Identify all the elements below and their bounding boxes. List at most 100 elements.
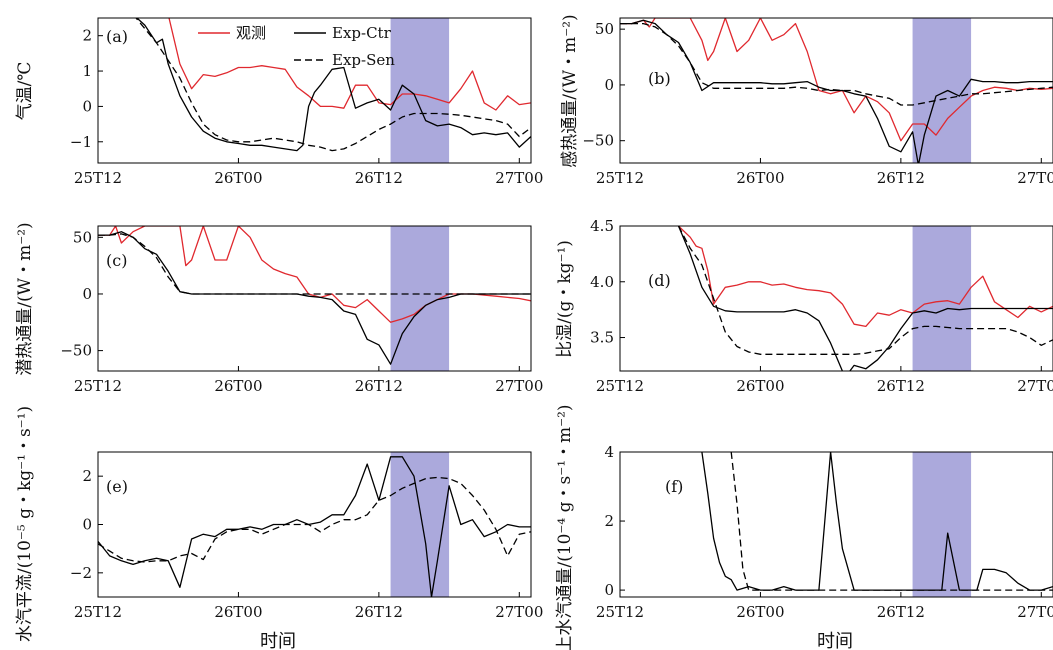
panel-c-xtick-label: 27T00 xyxy=(495,377,543,395)
panel-f-ytick-label: 2 xyxy=(604,512,614,530)
panel-a: 25T12 26T00 26T12 27T00 −1 0 1 2 (a) 气温/℃ 观测 Ex… xyxy=(15,17,543,187)
panel-b-label: (b) xyxy=(648,69,671,88)
panel-a-series-sen xyxy=(135,18,531,152)
panel-f-label: (f) xyxy=(665,477,683,496)
panel-a-frame xyxy=(97,17,532,164)
panel-a-series-ctr xyxy=(135,18,531,152)
panel-c-xtick-label: 26T00 xyxy=(214,377,262,395)
panel-e: 25T12 26T00 26T12 27T00 −2 0 2 (e) 水汽平流/(10⁻⁵ … xyxy=(15,406,543,650)
panel-e-ylabel: 水汽平流/(10⁻⁵ g・kg⁻¹・s⁻¹) xyxy=(15,406,35,642)
panel-c: 25T12 26T00 26T12 27T00 −50 0 50 (c) 潜热通量/(W・m… xyxy=(15,222,543,395)
panel-b-ytick-label: 50 xyxy=(595,20,614,38)
panel-a-ytick-label: 0 xyxy=(82,97,92,115)
panel-d-ytick-label: 4.0 xyxy=(590,273,614,291)
panel-b: 25T12 26T00 26T12 27T00 −50 0 50 (b) 感热通量/(W・m… xyxy=(560,14,1053,187)
panel-a-label: (a) xyxy=(106,27,128,46)
panel-d-series-obs xyxy=(678,226,1053,328)
panel-d-plot: 25T12 26T00 26T12 27T00 3.5 4.0 4.5 xyxy=(590,217,1053,395)
panel-e-ytick-label: −2 xyxy=(70,564,92,582)
panel-e-label: (e) xyxy=(106,477,128,496)
panel-c-xtick-label: 25T12 xyxy=(74,377,122,395)
panel-f-xtick-label: 26T12 xyxy=(877,603,925,621)
panel-e-xtick-label: 26T00 xyxy=(214,603,262,621)
panel-b-xtick-label: 26T12 xyxy=(877,169,925,187)
legend: 观测 Exp-Ctr Exp-Sen xyxy=(198,24,395,69)
panel-a-xtick-label: 27T00 xyxy=(495,169,543,187)
panel-d: 25T12 26T00 26T12 27T00 3.5 4.0 4.5 (d) 比湿/(g・… xyxy=(555,217,1053,395)
panel-d-xtick-label: 25T12 xyxy=(596,377,644,395)
panel-b-ytick-label: −50 xyxy=(582,132,614,150)
panel-a-xtick-label: 25T12 xyxy=(74,169,122,187)
panel-b-xtick-label: 27T00 xyxy=(1017,169,1053,187)
panel-d-ytick-label: 3.5 xyxy=(590,329,614,347)
panel-f-frame xyxy=(619,451,1053,598)
panel-a-ytick-label: 2 xyxy=(82,27,92,45)
legend-ctr-label: Exp-Ctr xyxy=(332,24,392,42)
panel-b-xtick-label: 26T00 xyxy=(736,169,784,187)
panel-c-frame xyxy=(97,225,532,372)
panel-c-ylabel: 潜热通量/(W・m⁻²) xyxy=(15,222,35,375)
panel-e-series-sen xyxy=(98,476,531,563)
panel-f-plot: 25T12 26T00 26T12 27T00 0 2 4 xyxy=(596,443,1053,621)
panel-f-ylabel: 向上水汽通量/(10⁻⁴ g・s⁻¹・m⁻²) xyxy=(555,404,575,650)
panel-e-xtick-label: 27T00 xyxy=(495,603,543,621)
panel-e-xtick-label: 25T12 xyxy=(74,603,122,621)
panel-a-xtick-label: 26T12 xyxy=(355,169,403,187)
panel-f-series-sen xyxy=(730,452,1053,591)
panel-b-ylabel: 感热通量/(W・m⁻²) xyxy=(560,14,580,167)
panel-b-shade xyxy=(912,18,972,163)
panel-d-xtick-label: 26T12 xyxy=(877,377,925,395)
panel-e-xtick-label: 26T12 xyxy=(355,603,403,621)
panel-f-xtick-label: 26T00 xyxy=(736,603,784,621)
panel-b-plot: 25T12 26T00 26T12 27T00 −50 0 50 xyxy=(582,17,1053,187)
panel-c-ytick-label: −50 xyxy=(60,342,92,360)
panel-c-plot: 25T12 26T00 26T12 27T00 −50 0 50 xyxy=(60,225,543,395)
panel-e-ytick-label: 0 xyxy=(82,516,92,534)
panel-b-xtick-label: 25T12 xyxy=(596,169,644,187)
panel-f-xtick-label: 27T00 xyxy=(1017,603,1053,621)
panel-c-xtick-label: 26T12 xyxy=(355,377,403,395)
panel-f-series-ctr xyxy=(701,452,1053,591)
panel-d-xtick-label: 26T00 xyxy=(736,377,784,395)
panel-b-series-sen xyxy=(620,22,1053,106)
panel-d-shade xyxy=(912,226,972,371)
panel-d-series-ctr xyxy=(677,226,1053,371)
panel-a-plot: 25T12 26T00 26T12 27T00 −1 0 1 2 xyxy=(70,17,543,187)
panel-f-xtick-label: 25T12 xyxy=(596,603,644,621)
panel-d-label: (d) xyxy=(648,271,671,290)
panel-b-series-ctr xyxy=(620,19,1053,163)
legend-obs-label: 观测 xyxy=(236,24,266,42)
panel-c-ytick-label: 0 xyxy=(82,285,92,303)
panel-f: 25T12 26T00 26T12 27T00 0 2 4 (f) 向上水汽通量/(10⁻⁴… xyxy=(555,404,1053,650)
panel-d-ytick-label: 4.5 xyxy=(590,217,614,235)
panel-c-series-sen xyxy=(98,233,531,295)
panel-f-xlabel: 时间 xyxy=(817,631,853,650)
panel-b-ytick-label: 0 xyxy=(604,76,614,94)
panel-a-series-obs xyxy=(168,18,531,111)
panel-e-xlabel: 时间 xyxy=(260,631,296,650)
panel-d-xtick-label: 27T00 xyxy=(1017,377,1053,395)
panel-c-series-obs xyxy=(98,226,531,323)
panel-e-ytick-label: 2 xyxy=(82,467,92,485)
panel-a-xtick-label: 26T00 xyxy=(214,169,262,187)
panel-c-label: (c) xyxy=(106,251,127,270)
panel-d-series-sen xyxy=(677,226,1053,355)
panel-e-frame xyxy=(97,451,532,598)
panel-b-series-obs xyxy=(620,18,1053,142)
panel-e-plot: 25T12 26T00 26T12 27T00 −2 0 2 xyxy=(70,451,543,621)
panel-a-ylabel: 气温/℃ xyxy=(15,62,35,121)
panel-a-ytick-label: −1 xyxy=(70,133,92,151)
panel-b-frame xyxy=(619,17,1053,164)
legend-sen-label: Exp-Sen xyxy=(332,51,395,69)
panel-c-series-ctr xyxy=(98,231,531,365)
panel-f-ytick-label: 4 xyxy=(604,443,614,461)
panel-f-shade xyxy=(912,452,972,597)
panel-e-series-ctr xyxy=(98,456,531,597)
panel-f-ytick-label: 0 xyxy=(604,581,614,599)
panel-c-ytick-label: 50 xyxy=(73,228,92,246)
panel-d-frame xyxy=(619,225,1053,372)
panel-a-ytick-label: 1 xyxy=(82,62,92,80)
panel-d-ylabel: 比湿/(g・kg⁻¹) xyxy=(555,240,575,358)
panel-e-shade xyxy=(390,452,450,597)
